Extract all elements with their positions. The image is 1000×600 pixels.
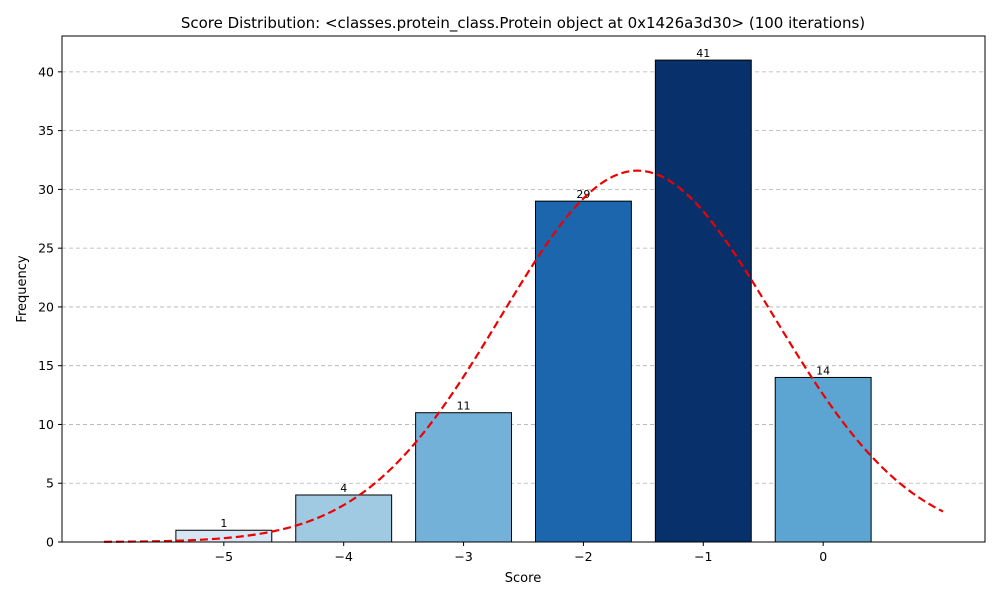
bar-value-label-4: 41 bbox=[696, 47, 710, 60]
y-axis-label: Frequency bbox=[15, 255, 30, 322]
x-axis: −5 −4 −3 −2 −1 0 bbox=[215, 542, 827, 564]
y-tick-label-1: 5 bbox=[46, 476, 54, 491]
y-tick-label-0: 0 bbox=[46, 535, 54, 550]
fit-curve bbox=[103, 169, 944, 543]
y-tick-label-6: 30 bbox=[38, 182, 54, 197]
chart-title: Score Distribution: <classes.protein_cla… bbox=[181, 14, 865, 33]
bar-3 bbox=[534, 200, 632, 543]
x-tick-label-2: −3 bbox=[454, 549, 472, 564]
bar-1 bbox=[295, 494, 393, 543]
x-tick-label-0: −5 bbox=[215, 549, 233, 564]
x-tick-label-4: −1 bbox=[694, 549, 712, 564]
bar-value-label-5: 14 bbox=[816, 364, 830, 377]
x-tick-label-5: 0 bbox=[819, 549, 827, 564]
x-tick-label-3: −2 bbox=[574, 549, 592, 564]
bar-value-label-0: 1 bbox=[220, 517, 227, 530]
y-tick-label-2: 10 bbox=[38, 417, 54, 432]
y-tick-label-5: 25 bbox=[38, 241, 54, 256]
bar-2 bbox=[415, 412, 513, 543]
bar-4 bbox=[654, 59, 752, 543]
x-tick-label-1: −4 bbox=[334, 549, 352, 564]
bar-value-label-1: 4 bbox=[340, 482, 347, 495]
y-tick-label-3: 15 bbox=[38, 358, 54, 373]
y-tick-label-8: 40 bbox=[38, 64, 54, 79]
bar-value-label-3: 29 bbox=[576, 188, 590, 201]
y-tick-label-4: 20 bbox=[38, 299, 54, 314]
plot-frame bbox=[61, 35, 986, 543]
bar-value-label-2: 11 bbox=[457, 400, 471, 413]
fit-curve-layer bbox=[103, 169, 944, 543]
y-tick-label-7: 35 bbox=[38, 123, 54, 138]
bars bbox=[175, 59, 872, 543]
x-axis-label: Score bbox=[505, 571, 541, 586]
y-axis: 0 5 10 15 20 25 30 35 40 bbox=[38, 64, 62, 550]
bar-5 bbox=[774, 376, 872, 543]
